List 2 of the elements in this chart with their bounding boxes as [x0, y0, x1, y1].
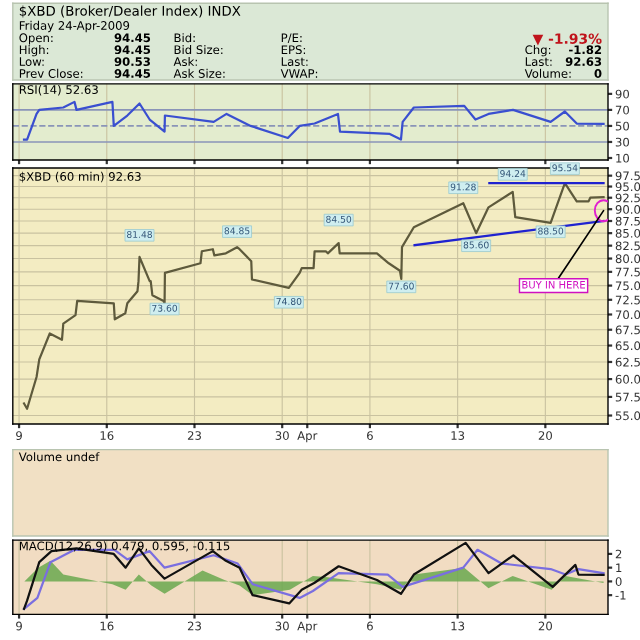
line-series — [22, 181, 605, 410]
line-series — [22, 100, 605, 141]
